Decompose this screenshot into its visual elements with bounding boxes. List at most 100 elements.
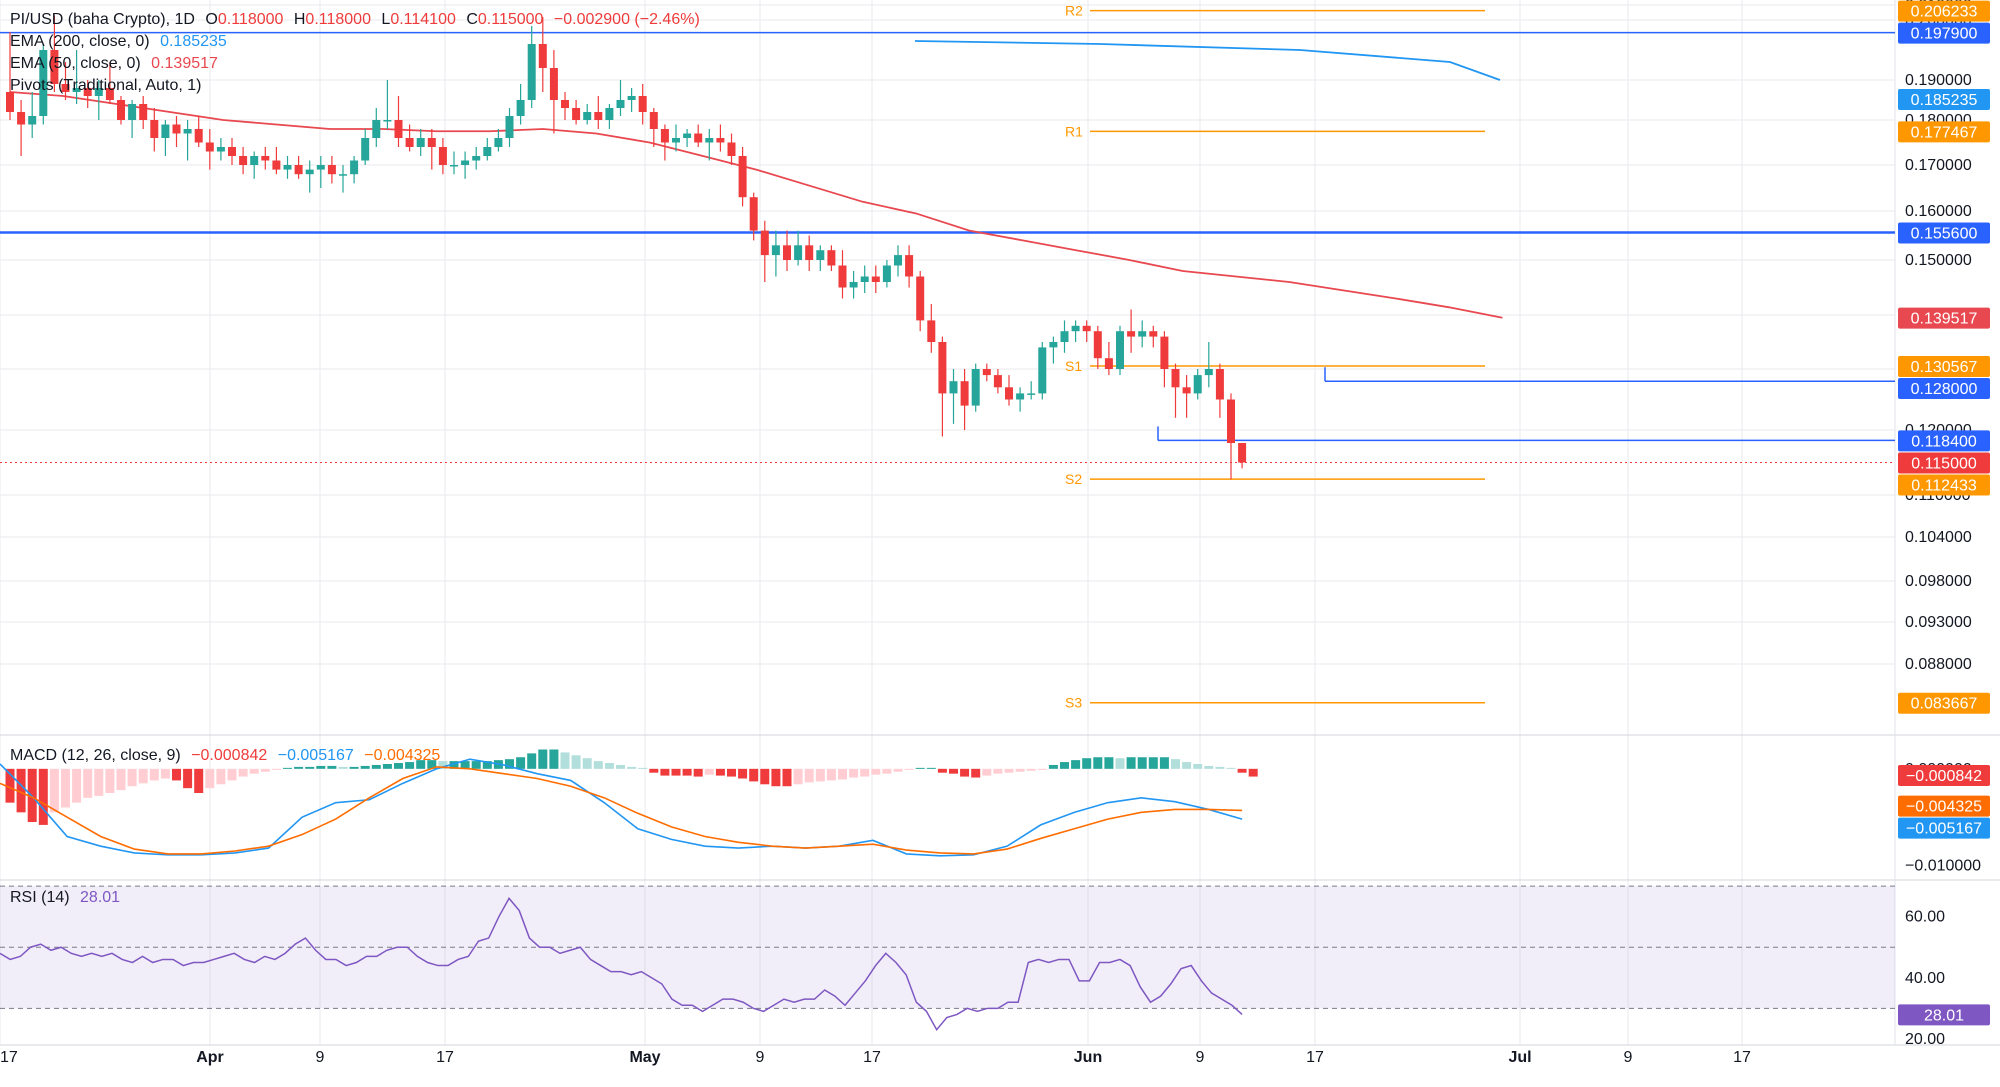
macd-histogram-bar (227, 768, 237, 781)
ema50-value: 0.139517 (151, 55, 218, 72)
macd-legend[interactable]: MACD (12, 26, close, 9) −0.000842 −0.005… (10, 746, 446, 766)
main-legend: PI/USD (baha Crypto), 1D O0.118000 H0.11… (10, 10, 712, 30)
candle-body (572, 108, 581, 120)
price-tag-text: 0.185235 (1911, 92, 1978, 109)
macd-histogram-bar (471, 761, 481, 769)
time-axis-tick-label: Apr (196, 1049, 224, 1066)
macd-histogram-bar (61, 768, 70, 808)
rsi-axis-tick-label: 20.00 (1905, 1031, 1945, 1048)
macd-histogram-bar (1137, 757, 1147, 769)
macd-histogram-bar (926, 767, 936, 769)
macd-histogram-bar (704, 768, 714, 775)
macd-histogram-bar (505, 759, 514, 769)
macd-histogram-bar (571, 755, 581, 769)
candle-body (17, 112, 26, 125)
candle-body (538, 44, 547, 68)
macd-histogram-bar (616, 764, 625, 769)
macd-histogram-bar (1015, 768, 1025, 772)
macd-histogram-bar (671, 768, 681, 776)
macd-histogram-bar (1026, 768, 1036, 771)
macd-histogram-bar (516, 757, 526, 769)
candle-body (1193, 375, 1202, 394)
candle-body (438, 147, 447, 165)
macd-line (0, 758, 1243, 857)
price-axis-layer[interactable]: 0.2100000.2000000.1900000.1800000.170000… (1905, 0, 1981, 1048)
macd-histogram-bar (72, 768, 82, 803)
price-axis-tick-label: 0.150000 (1905, 252, 1972, 269)
macd-histogram-bar (1215, 766, 1225, 769)
time-axis-tick-label: May (629, 1049, 660, 1066)
ema200-line (914, 40, 1501, 81)
macd-histogram-bar (260, 768, 270, 772)
price-tag-bg (1898, 89, 1990, 111)
time-axis-tick-label: Jun (1074, 1049, 1102, 1066)
candle-body (316, 165, 325, 170)
macd-histogram-bar (538, 749, 548, 769)
price-axis-tick-label: 0.104000 (1905, 529, 1972, 546)
pivot-label-r2: R2 (1065, 3, 1083, 19)
rsi-tag-text: 28.01 (1924, 1007, 1964, 1024)
candle-body (350, 160, 359, 175)
candle-body (117, 100, 125, 120)
price-tag-bg (1898, 222, 1990, 244)
candle-body (727, 142, 736, 156)
price-tag-bg (1898, 692, 1990, 714)
macd-histogram-bar (371, 764, 381, 769)
time-axis-tick-label: 17 (0, 1049, 18, 1066)
macd-histogram-bar (882, 768, 892, 774)
candle-body (927, 320, 936, 342)
ema50-legend[interactable]: EMA (50, close, 0) 0.139517 (10, 54, 224, 74)
candle-body (1149, 331, 1158, 337)
macd-histogram-bar (1126, 757, 1136, 769)
candle-body (427, 138, 436, 147)
candle-body (139, 104, 148, 120)
candle-body (1138, 331, 1147, 337)
price-tag-text: 0.197900 (1911, 26, 1978, 43)
candle-body (783, 245, 791, 260)
candle-body (649, 112, 658, 129)
macd-histogram-bar (38, 768, 48, 825)
price-tag-bg (1898, 22, 1990, 44)
macd-histogram-bar (793, 768, 803, 785)
price-tag-bg (1898, 474, 1990, 496)
macd-histogram-bar (138, 768, 148, 784)
macd-tag-line-bg (1898, 817, 1990, 839)
macd-histogram-bar (1082, 758, 1092, 769)
candle-body (738, 156, 747, 198)
candle-body (1005, 387, 1013, 400)
price-tag-bg (1898, 452, 1990, 474)
candle-body (72, 88, 81, 92)
macd-histogram-bar (960, 768, 970, 777)
time-axis-layer[interactable]: 17 Apr 9 17 May 9 17 Jun 9 17 Jul 9 17 (0, 1049, 1751, 1066)
pivot-label-s2: S2 (1065, 471, 1082, 487)
price-tag-bg (1898, 121, 1990, 143)
candle-body (716, 138, 725, 143)
candle-body (372, 120, 381, 138)
candle-body (1116, 331, 1124, 369)
macd-histogram-bar (904, 768, 914, 770)
candle-body (871, 276, 880, 282)
time-axis-tick-label: 9 (756, 1049, 765, 1066)
ema200-legend[interactable]: EMA (200, close, 0) 0.185235 (10, 32, 233, 52)
open-label: O (205, 11, 218, 28)
candle-body (894, 255, 902, 266)
macd-histogram-bar (105, 768, 115, 793)
pivots-label: Pivots (Traditional, Auto, 1) (10, 77, 202, 94)
macd-histogram-bar (771, 768, 781, 787)
macd-histogram-bar (216, 768, 226, 785)
macd-histogram-bar (405, 762, 415, 769)
rsi-legend[interactable]: RSI (14) 28.01 (10, 888, 126, 908)
pivots-legend[interactable]: Pivots (Traditional, Auto, 1) (10, 76, 208, 96)
horizontal-lines-layer[interactable] (0, 31, 1895, 463)
macd-histogram-bar (1226, 767, 1236, 769)
candle-body (516, 100, 525, 116)
candle-body (794, 245, 803, 260)
time-axis-tick-label: Jul (1508, 1049, 1531, 1066)
candle-body (938, 342, 947, 394)
price-tag-bg (1898, 307, 1990, 329)
macd-histogram-bar (1237, 768, 1247, 773)
macd-histogram-bar (727, 768, 736, 777)
candle-body (1160, 336, 1169, 369)
candle-body (194, 129, 203, 143)
